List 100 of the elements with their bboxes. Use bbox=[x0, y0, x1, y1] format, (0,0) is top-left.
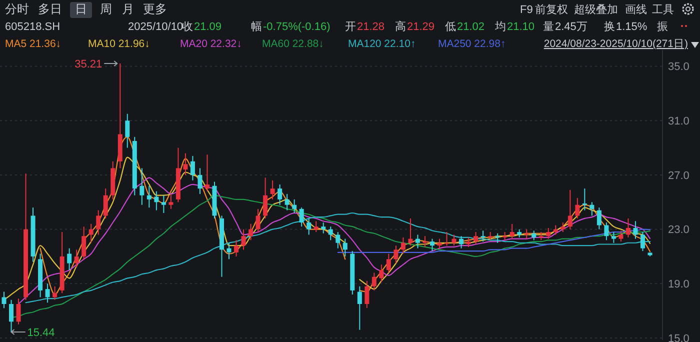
annotation: 2024/08/23-2025/10/10(271日) bbox=[544, 38, 688, 50]
text: MA10 21.96↓ bbox=[88, 38, 150, 50]
candlestick bbox=[437, 238, 442, 249]
candlestick bbox=[452, 234, 456, 246]
text: 画线 bbox=[625, 3, 647, 16]
text: 2.45万 bbox=[555, 21, 588, 33]
text: 1.15% bbox=[616, 21, 648, 33]
text: 日 bbox=[75, 2, 87, 16]
text: 605218.SH bbox=[5, 21, 60, 33]
text: 更多 bbox=[143, 2, 167, 16]
candlestick bbox=[640, 232, 645, 252]
annotation: 35.21 bbox=[74, 58, 102, 70]
candlestick bbox=[146, 185, 152, 208]
candlestick bbox=[256, 208, 260, 233]
candlestick bbox=[575, 198, 580, 219]
candlestick bbox=[626, 218, 630, 238]
candlestick bbox=[510, 223, 514, 240]
candlestick bbox=[532, 230, 536, 241]
candlestick bbox=[321, 222, 326, 234]
candlestick bbox=[9, 299, 14, 332]
candlestick bbox=[204, 154, 210, 192]
candlestick bbox=[611, 232, 616, 244]
candlestick bbox=[336, 232, 340, 249]
candlestick bbox=[386, 253, 391, 274]
candlestick bbox=[103, 188, 108, 219]
candlestick bbox=[140, 168, 144, 206]
text: 21.28 bbox=[357, 21, 385, 33]
text: 收 bbox=[182, 21, 193, 33]
text: MA5 21.36↓ bbox=[5, 38, 62, 50]
candlestick bbox=[596, 207, 602, 230]
candlestick bbox=[560, 222, 566, 233]
text: 低 bbox=[445, 21, 456, 33]
text: 21.29 bbox=[407, 21, 435, 33]
text: 超级叠加 bbox=[574, 3, 618, 16]
candlestick bbox=[183, 152, 188, 176]
candlestick bbox=[234, 240, 239, 257]
y-tick-label: 19.0 bbox=[668, 278, 690, 290]
candlestick bbox=[198, 168, 202, 194]
candlestick bbox=[190, 155, 195, 181]
candlestick bbox=[67, 248, 72, 271]
candlestick bbox=[82, 226, 86, 260]
candlestick bbox=[328, 226, 333, 241]
y-tick-label: 23.0 bbox=[668, 224, 690, 236]
candlestick bbox=[604, 222, 609, 241]
candlestick bbox=[466, 236, 471, 248]
candlestick bbox=[633, 220, 638, 240]
candlestick bbox=[422, 236, 428, 248]
y-tick-label: 15.0 bbox=[668, 332, 690, 342]
text: 振 bbox=[657, 21, 668, 33]
text: 21.02 bbox=[457, 21, 485, 33]
text: -0.75%(-0.16) bbox=[263, 21, 330, 33]
text: F9 bbox=[520, 4, 533, 16]
candlestick bbox=[590, 202, 594, 216]
candlestick bbox=[16, 298, 21, 325]
candlestick bbox=[582, 188, 587, 211]
candlestick bbox=[241, 228, 246, 250]
candlestick bbox=[415, 234, 420, 249]
candlestick bbox=[357, 286, 362, 330]
candlestick bbox=[408, 218, 413, 246]
candlestick bbox=[342, 238, 348, 257]
candlestick bbox=[618, 230, 624, 242]
candlestick bbox=[270, 180, 275, 200]
text: 前复权 bbox=[535, 4, 568, 16]
text: MA250 22.98↑ bbox=[438, 38, 506, 50]
candlestick bbox=[474, 232, 478, 245]
candlestick bbox=[480, 230, 486, 242]
text: 量 bbox=[543, 21, 554, 33]
text: MA120 22.10↑ bbox=[348, 38, 416, 50]
y-tick-label: 35.0 bbox=[668, 61, 690, 74]
candlestick bbox=[444, 232, 450, 246]
candlestick bbox=[553, 224, 558, 236]
candlestick bbox=[495, 232, 500, 244]
candlestick bbox=[430, 238, 434, 252]
candlestick bbox=[96, 210, 101, 236]
annotation: 15.44 bbox=[27, 326, 55, 339]
candlestick bbox=[306, 218, 312, 236]
text: MA60 22.88↓ bbox=[262, 38, 324, 50]
text: 21.09 bbox=[194, 21, 222, 33]
text: 月 bbox=[122, 2, 134, 16]
y-tick-label: 27.0 bbox=[668, 170, 690, 182]
candlestick bbox=[45, 283, 50, 304]
candlestick bbox=[88, 223, 94, 244]
candlestick bbox=[263, 177, 268, 219]
text: 换 bbox=[604, 21, 615, 33]
candlestick bbox=[248, 223, 254, 241]
candlestick bbox=[314, 220, 318, 233]
candlestick bbox=[125, 113, 130, 148]
candlestick bbox=[394, 245, 398, 264]
candlestick bbox=[372, 272, 376, 291]
candlestick bbox=[292, 198, 297, 214]
candlestick bbox=[161, 194, 166, 214]
text: 均 bbox=[494, 21, 506, 33]
text: 高 bbox=[395, 20, 406, 33]
candlestick bbox=[459, 236, 464, 249]
candlestick bbox=[299, 207, 304, 228]
text: MA20 22.32↓ bbox=[180, 38, 242, 50]
candlestick bbox=[546, 227, 551, 240]
text: 幅 bbox=[251, 21, 262, 33]
candlestick bbox=[74, 249, 79, 268]
y-tick-label: 31.0 bbox=[668, 115, 690, 128]
